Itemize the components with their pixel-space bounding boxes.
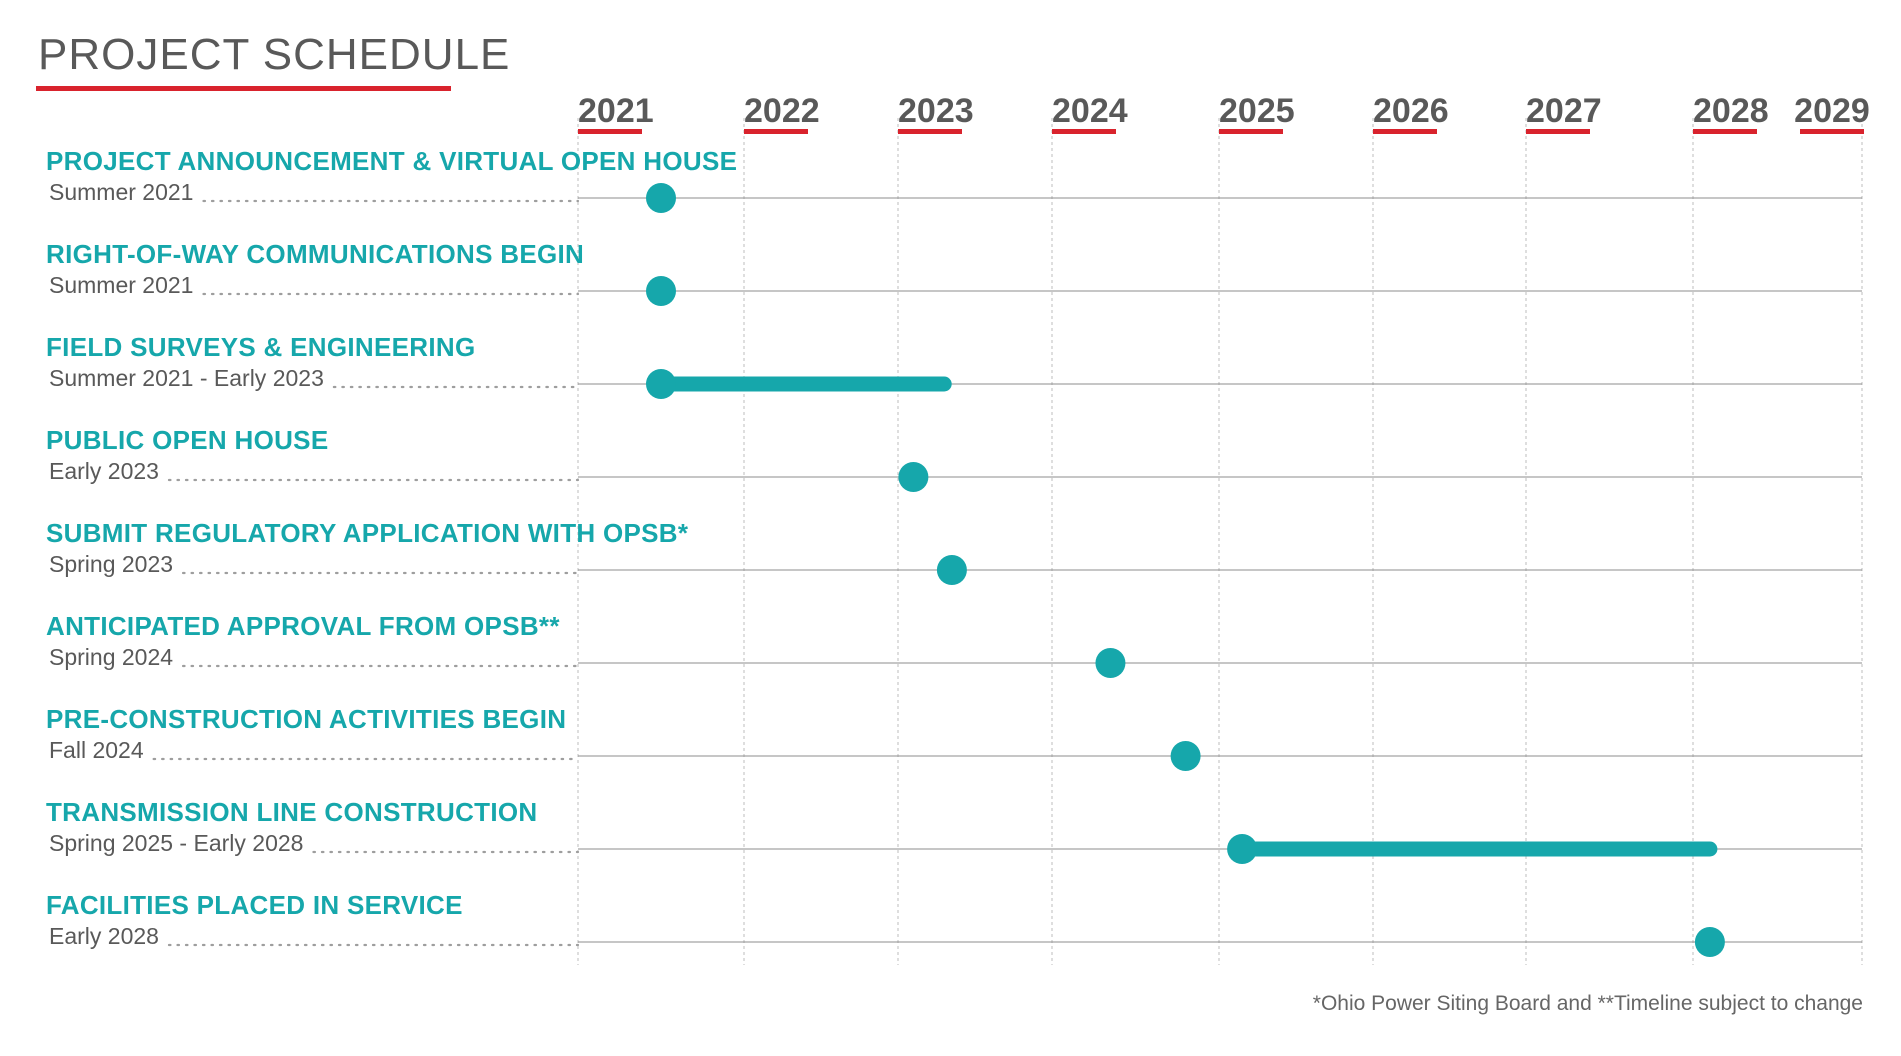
task-date: Summer 2021 bbox=[49, 272, 193, 298]
task-name: PRE-CONSTRUCTION ACTIVITIES BEGIN bbox=[46, 704, 566, 734]
milestone-marker bbox=[1227, 834, 1258, 864]
grid-layer bbox=[577, 118, 1863, 965]
milestone-marker bbox=[1095, 648, 1126, 678]
task-row: PRE-CONSTRUCTION ACTIVITIES BEGIN Fall 20… bbox=[46, 704, 1862, 771]
task-row: PUBLIC OPEN HOUSE Early 2023 bbox=[46, 425, 1862, 492]
year-underline-2027 bbox=[1526, 129, 1590, 134]
task-row: PROJECT ANNOUNCEMENT & VIRTUAL OPEN HOUS… bbox=[46, 146, 1862, 213]
footnote: *Ohio Power Siting Board and **Timeline … bbox=[1312, 992, 1863, 1015]
year-label-2028: 2028 bbox=[1693, 92, 1769, 130]
task-date: Spring 2024 bbox=[49, 644, 173, 670]
task-name: SUBMIT REGULATORY APPLICATION WITH OPSB* bbox=[46, 518, 689, 548]
year-label-2022: 2022 bbox=[744, 92, 820, 130]
year-underline-2026 bbox=[1373, 129, 1437, 134]
task-date: Early 2028 bbox=[49, 923, 159, 949]
task-date: Summer 2021 - Early 2023 bbox=[49, 365, 324, 391]
year-label-2021: 2021 bbox=[578, 92, 654, 130]
milestone-marker bbox=[1170, 741, 1201, 771]
task-row: RIGHT-OF-WAY COMMUNICATIONS BEGIN Summer … bbox=[46, 239, 1862, 306]
year-label-2024: 2024 bbox=[1052, 92, 1128, 130]
year-axis: 2021 2022 2023 2024 2025 2026 2027 2028 2029 bbox=[578, 92, 1870, 134]
task-name: FACILITIES PLACED IN SERVICE bbox=[46, 890, 463, 920]
page-title: PROJECT SCHEDULE bbox=[38, 30, 511, 79]
milestone-marker bbox=[646, 369, 676, 399]
year-underline-2023 bbox=[898, 129, 962, 134]
task-row: SUBMIT REGULATORY APPLICATION WITH OPSB*… bbox=[46, 518, 1862, 585]
milestone-marker bbox=[898, 462, 929, 492]
task-date: Spring 2025 - Early 2028 bbox=[49, 830, 303, 856]
task-row: ANTICIPATED APPROVAL FROM OPSB** Spring 2… bbox=[46, 611, 1862, 678]
task-date: Fall 2024 bbox=[49, 737, 144, 763]
year-underline-2021 bbox=[578, 129, 642, 134]
year-label-2029: 2029 bbox=[1794, 92, 1870, 130]
task-date: Spring 2023 bbox=[49, 551, 173, 577]
task-date: Summer 2021 bbox=[49, 179, 193, 205]
milestone-marker bbox=[1694, 927, 1725, 957]
year-underline-2025 bbox=[1219, 129, 1283, 134]
task-name: ANTICIPATED APPROVAL FROM OPSB** bbox=[46, 611, 560, 641]
task-name: PROJECT ANNOUNCEMENT & VIRTUAL OPEN HOUS… bbox=[46, 146, 737, 176]
task-row: TRANSMISSION LINE CONSTRUCTION Spring 202… bbox=[46, 797, 1862, 864]
year-underline-2029 bbox=[1800, 129, 1864, 134]
milestone-marker bbox=[646, 183, 676, 213]
milestone-marker bbox=[646, 276, 676, 306]
task-name: RIGHT-OF-WAY COMMUNICATIONS BEGIN bbox=[46, 239, 584, 269]
task-date: Early 2023 bbox=[49, 458, 159, 484]
task-rows: PROJECT ANNOUNCEMENT & VIRTUAL OPEN HOUS… bbox=[46, 146, 1862, 957]
year-label-2027: 2027 bbox=[1526, 92, 1602, 130]
year-label-2023: 2023 bbox=[898, 92, 974, 130]
task-name: TRANSMISSION LINE CONSTRUCTION bbox=[46, 797, 537, 827]
task-row: FIELD SURVEYS & ENGINEERING Summer 2021 -… bbox=[46, 332, 1862, 399]
task-name: FIELD SURVEYS & ENGINEERING bbox=[46, 332, 475, 362]
year-underline-2024 bbox=[1052, 129, 1116, 134]
year-underline-2028 bbox=[1693, 129, 1757, 134]
year-label-2025: 2025 bbox=[1219, 92, 1295, 130]
milestone-marker bbox=[936, 555, 967, 585]
task-row: FACILITIES PLACED IN SERVICE Early 2028 bbox=[46, 890, 1862, 957]
year-underline-2022 bbox=[744, 129, 808, 134]
year-label-2026: 2026 bbox=[1373, 92, 1449, 130]
task-name: PUBLIC OPEN HOUSE bbox=[46, 425, 328, 455]
title-underline bbox=[36, 86, 451, 91]
